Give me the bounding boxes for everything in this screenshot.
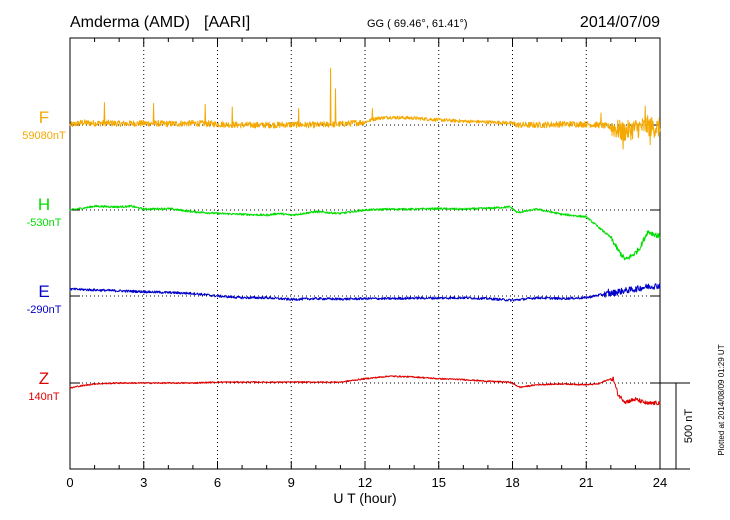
component-labels: F 59080nT H -530nT E -290nT Z 140nT xyxy=(22,108,66,403)
series-line-H xyxy=(69,204,661,261)
component-label-H: H xyxy=(38,195,50,214)
baseline-value-F: 59080nT xyxy=(22,130,66,142)
x-tick-label-18h: 18 xyxy=(505,475,519,490)
component-label-F: F xyxy=(39,108,49,127)
x-axis-ticks: 0 3 6 9 12 15 18 21 24 xyxy=(66,38,667,490)
baseline-value-H: -530nT xyxy=(27,217,62,229)
component-label-Z: Z xyxy=(39,369,49,388)
vertical-grid xyxy=(143,38,587,469)
x-tick-label-12h: 12 xyxy=(358,475,372,490)
x-tick-label-21h: 21 xyxy=(579,475,593,490)
x-tick-label-0h: 0 xyxy=(66,475,73,490)
x-axis-label: U T (hour) xyxy=(333,490,396,506)
baseline-value-Z: 140nT xyxy=(28,391,59,403)
component-label-E: E xyxy=(38,282,49,301)
series-line-Z xyxy=(69,375,661,406)
station-title: Amderma (AMD) xyxy=(70,14,190,31)
x-tick-label-6h: 6 xyxy=(214,475,221,490)
plotted-at-note: Plotted at 2014/08/09 01:29 UT xyxy=(717,344,726,455)
x-tick-label-15h: 15 xyxy=(432,475,446,490)
x-tick-label-9h: 9 xyxy=(288,475,295,490)
series-lines xyxy=(69,67,661,406)
geographic-coordinates: GG ( 69.46°, 61.41°) xyxy=(367,18,468,30)
scale-bar-label: 500 nT xyxy=(683,409,695,444)
baseline-value-E: -290nT xyxy=(27,304,62,316)
series-line-E xyxy=(69,283,661,302)
x-tick-label-24h: 24 xyxy=(653,475,667,490)
date-label: 2014/07/09 xyxy=(580,14,660,31)
network-label: [AARI] xyxy=(204,14,250,31)
x-tick-label-3h: 3 xyxy=(140,475,147,490)
scale-bar xyxy=(660,382,690,470)
series-line-F xyxy=(69,67,661,150)
